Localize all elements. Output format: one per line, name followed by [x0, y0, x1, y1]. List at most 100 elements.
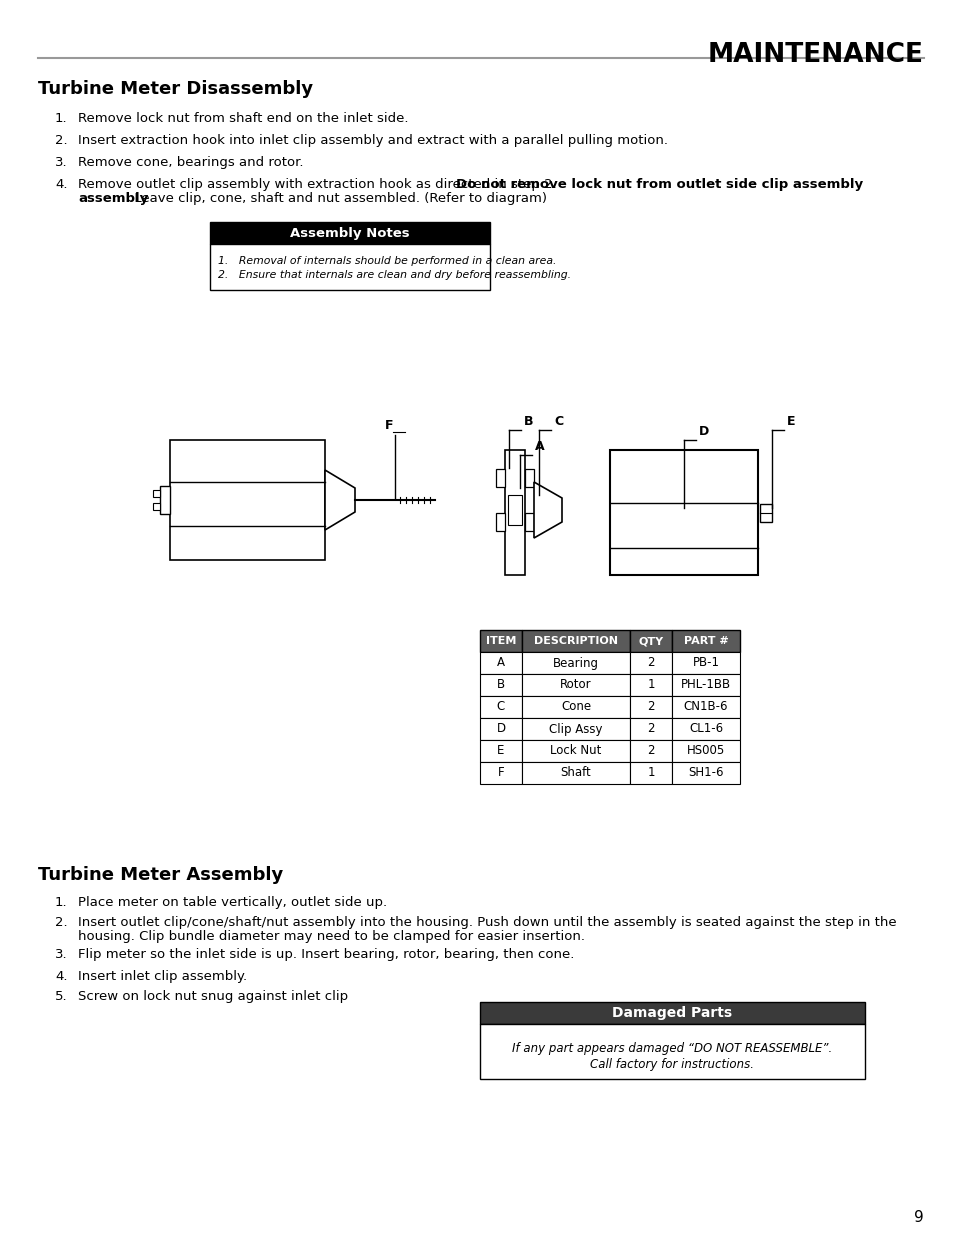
- Bar: [479, 740, 521, 762]
- Text: C: C: [554, 415, 562, 429]
- Text: Place meter on table vertically, outlet side up.: Place meter on table vertically, outlet …: [78, 897, 387, 909]
- Bar: [629, 762, 671, 784]
- Text: C: C: [497, 700, 504, 714]
- Text: CL1-6: CL1-6: [688, 722, 722, 736]
- Text: PB-1: PB-1: [692, 657, 719, 669]
- Text: QTY: QTY: [638, 636, 663, 646]
- Bar: [629, 718, 671, 740]
- Bar: [479, 1002, 864, 1024]
- Bar: [524, 513, 534, 531]
- Bar: [629, 740, 671, 762]
- Polygon shape: [325, 471, 355, 530]
- Text: assembly: assembly: [78, 191, 148, 205]
- Text: 1.   Removal of internals should be performed in a clean area.: 1. Removal of internals should be perfor…: [218, 256, 556, 266]
- Text: PHL-1BB: PHL-1BB: [680, 678, 730, 692]
- Text: B: B: [497, 678, 504, 692]
- Text: Remove cone, bearings and rotor.: Remove cone, bearings and rotor.: [78, 156, 303, 169]
- Text: Screw on lock nut snug against inlet clip: Screw on lock nut snug against inlet cli…: [78, 990, 348, 1003]
- Bar: [521, 740, 629, 762]
- Bar: [521, 718, 629, 740]
- Text: Damaged Parts: Damaged Parts: [612, 1007, 732, 1020]
- Bar: [521, 652, 629, 674]
- Text: D: D: [699, 425, 708, 438]
- Text: PART #: PART #: [683, 636, 727, 646]
- Text: 4.: 4.: [55, 969, 68, 983]
- Bar: [496, 469, 504, 487]
- Text: 2.: 2.: [55, 135, 68, 147]
- Text: E: E: [497, 745, 504, 757]
- Text: housing. Clip bundle diameter may need to be clamped for easier insertion.: housing. Clip bundle diameter may need t…: [78, 930, 584, 944]
- Text: Lock Nut: Lock Nut: [550, 745, 601, 757]
- Text: 3.: 3.: [55, 156, 68, 169]
- Text: ITEM: ITEM: [485, 636, 516, 646]
- Text: 3.: 3.: [55, 948, 68, 961]
- Text: Insert outlet clip/cone/shaft/nut assembly into the housing. Push down until the: Insert outlet clip/cone/shaft/nut assemb…: [78, 916, 896, 929]
- Bar: [521, 697, 629, 718]
- Text: Remove outlet clip assembly with extraction hook as directed in step 2.: Remove outlet clip assembly with extract…: [78, 178, 560, 191]
- Text: E: E: [786, 415, 795, 429]
- Text: A: A: [535, 440, 544, 453]
- Bar: [504, 450, 524, 576]
- Bar: [671, 740, 740, 762]
- Text: 1.: 1.: [55, 897, 68, 909]
- Text: 2: 2: [646, 745, 654, 757]
- Bar: [479, 630, 521, 652]
- Bar: [524, 469, 534, 487]
- Bar: [479, 674, 521, 697]
- Bar: [479, 652, 521, 674]
- Text: Call factory for instructions.: Call factory for instructions.: [590, 1058, 754, 1071]
- Text: 1.: 1.: [55, 112, 68, 125]
- Text: B: B: [523, 415, 533, 429]
- Bar: [210, 222, 490, 245]
- Text: F: F: [384, 419, 393, 432]
- Bar: [671, 674, 740, 697]
- Text: DESCRIPTION: DESCRIPTION: [534, 636, 618, 646]
- Bar: [629, 630, 671, 652]
- Bar: [496, 513, 504, 531]
- Text: Shaft: Shaft: [560, 767, 591, 779]
- Text: Rotor: Rotor: [559, 678, 591, 692]
- Text: A: A: [497, 657, 504, 669]
- Bar: [160, 487, 170, 514]
- Text: Turbine Meter Assembly: Turbine Meter Assembly: [38, 866, 283, 884]
- Bar: [479, 1024, 864, 1079]
- Bar: [671, 697, 740, 718]
- Bar: [479, 697, 521, 718]
- Bar: [152, 490, 160, 496]
- Text: Insert inlet clip assembly.: Insert inlet clip assembly.: [78, 969, 247, 983]
- Text: Remove lock nut from shaft end on the inlet side.: Remove lock nut from shaft end on the in…: [78, 112, 408, 125]
- Text: Flip meter so the inlet side is up. Insert bearing, rotor, bearing, then cone.: Flip meter so the inlet side is up. Inse…: [78, 948, 574, 961]
- Bar: [629, 674, 671, 697]
- Text: Cone: Cone: [560, 700, 591, 714]
- Text: 5.: 5.: [55, 990, 68, 1003]
- Text: 2: 2: [646, 722, 654, 736]
- Text: 4.: 4.: [55, 178, 68, 191]
- Bar: [671, 762, 740, 784]
- Text: F: F: [497, 767, 504, 779]
- Bar: [629, 652, 671, 674]
- Text: CN1B-6: CN1B-6: [683, 700, 727, 714]
- Bar: [170, 440, 325, 559]
- Bar: [479, 718, 521, 740]
- Text: Assembly Notes: Assembly Notes: [290, 226, 410, 240]
- Polygon shape: [534, 482, 561, 538]
- Text: 9: 9: [913, 1210, 923, 1225]
- Bar: [671, 652, 740, 674]
- Bar: [760, 504, 771, 521]
- Text: Turbine Meter Disassembly: Turbine Meter Disassembly: [38, 80, 313, 98]
- Text: Clip Assy: Clip Assy: [549, 722, 602, 736]
- Text: 1: 1: [646, 678, 654, 692]
- Bar: [521, 762, 629, 784]
- Text: 2.: 2.: [55, 916, 68, 929]
- Text: HS005: HS005: [686, 745, 724, 757]
- Bar: [479, 762, 521, 784]
- Bar: [210, 245, 490, 290]
- Bar: [152, 503, 160, 510]
- Text: . Leave clip, cone, shaft and nut assembled. (Refer to diagram): . Leave clip, cone, shaft and nut assemb…: [126, 191, 546, 205]
- Text: 1: 1: [646, 767, 654, 779]
- Bar: [609, 450, 758, 576]
- Bar: [521, 630, 629, 652]
- Text: Bearing: Bearing: [553, 657, 598, 669]
- Text: MAINTENANCE: MAINTENANCE: [707, 42, 923, 68]
- Bar: [507, 495, 521, 525]
